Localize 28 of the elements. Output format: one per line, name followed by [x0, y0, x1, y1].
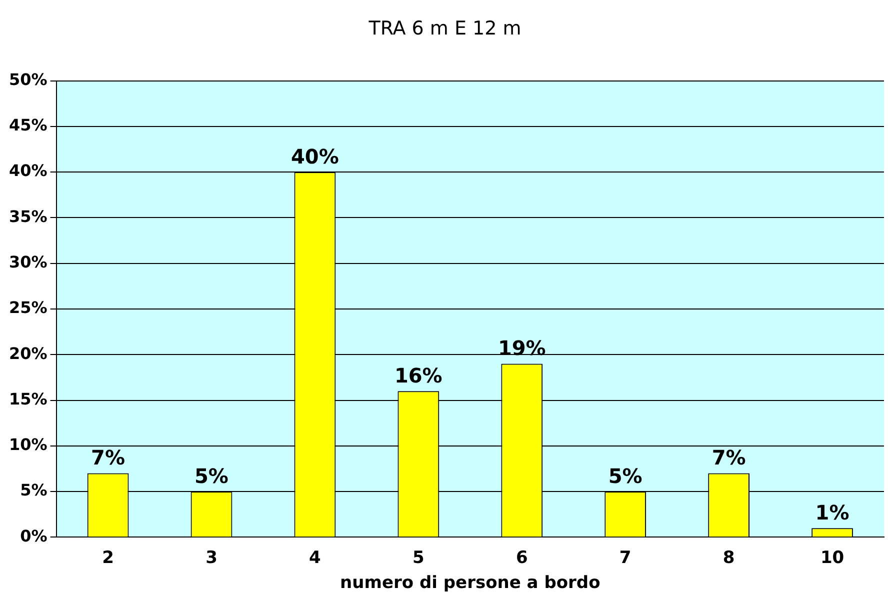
x-axis-title: numero di persone a bordo: [340, 573, 600, 594]
x-tick-label: 6: [516, 548, 528, 568]
y-tick-label: 45%: [9, 116, 48, 135]
data-label: 1%: [815, 500, 850, 524]
y-tick-label: 20%: [9, 344, 48, 363]
x-tick-label: 2: [102, 548, 114, 568]
x-tick-label: 5: [412, 548, 424, 568]
y-tick-label: 0%: [20, 526, 48, 546]
x-tick-label: 10: [820, 548, 844, 568]
y-tick-label: 15%: [9, 389, 48, 408]
y-tick-label: 40%: [9, 161, 48, 180]
data-label: 16%: [394, 363, 442, 388]
x-tick-label: 4: [309, 548, 322, 568]
y-tick-label: 35%: [9, 206, 48, 226]
y-tick-label: 30%: [9, 252, 48, 272]
data-label: 7%: [91, 446, 126, 470]
x-tick-label: 3: [206, 548, 218, 568]
data-label: 5%: [608, 464, 642, 488]
data-label: 5%: [194, 464, 228, 488]
data-label: 40%: [291, 144, 339, 168]
data-label: 7%: [712, 446, 746, 470]
y-tick-label: 50%: [9, 70, 48, 89]
x-tick-label: 8: [722, 548, 735, 568]
chart-title: TRA 6 m E 12 m: [368, 17, 522, 40]
y-tick-label: 10%: [9, 435, 48, 454]
y-tick-label: 5%: [20, 480, 48, 500]
x-tick-label: 7: [619, 548, 632, 568]
y-tick-label: 25%: [9, 298, 48, 318]
